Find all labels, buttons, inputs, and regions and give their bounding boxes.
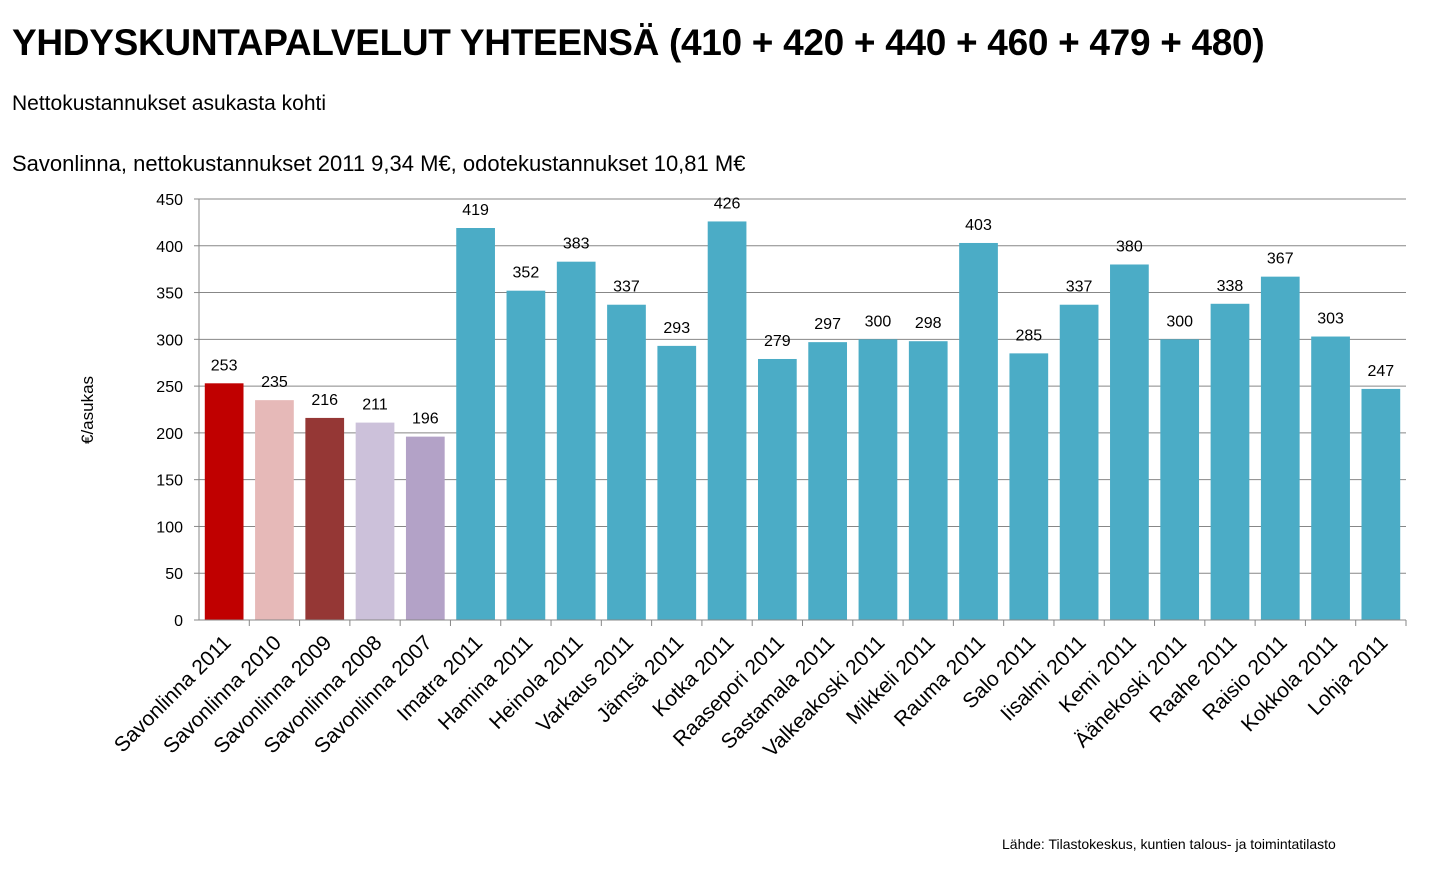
bar [1009, 353, 1049, 620]
y-tick-label: 300 [156, 332, 183, 349]
bar [1059, 304, 1099, 620]
bar [908, 341, 948, 620]
y-tick-label: 250 [156, 379, 183, 396]
chart-subtitle: Nettokustannukset asukasta kohti [12, 92, 327, 115]
data-label: 297 [814, 316, 841, 333]
data-label: 426 [714, 195, 741, 212]
y-tick-label: 0 [174, 613, 183, 630]
data-label: 367 [1267, 251, 1294, 268]
data-label: 380 [1116, 238, 1143, 255]
source-note: Lähde: Tilastokeskus, kuntien talous- ja… [1002, 836, 1336, 852]
y-tick-label: 450 [156, 192, 183, 209]
data-label: 293 [663, 320, 690, 337]
bar [1160, 339, 1200, 620]
y-tick-label: 50 [165, 566, 183, 583]
bar [607, 304, 646, 620]
chart-subtitle-costs: Savonlinna, nettokustannukset 2011 9,34 … [12, 151, 746, 176]
data-labels: 253 235 216 211 196 419 352 383 337 293 426 279 297 3… [211, 195, 1395, 427]
data-label: 298 [915, 315, 942, 332]
bar [255, 400, 294, 620]
data-label: 285 [1015, 327, 1042, 344]
y-tick-labels: 0 50 100 150 200 250 300 350 400 450 [156, 192, 183, 630]
bar [657, 345, 697, 620]
data-label: 419 [462, 202, 489, 219]
bar [1311, 336, 1350, 620]
data-label: 216 [311, 392, 338, 409]
bar [506, 290, 546, 620]
data-label: 196 [412, 411, 439, 428]
bars [204, 221, 1401, 620]
axes [194, 198, 1407, 626]
data-label: 211 [362, 397, 388, 414]
bar [707, 221, 747, 620]
data-label: 403 [965, 217, 992, 234]
bar [959, 242, 998, 620]
data-label: 235 [261, 374, 288, 391]
bar [556, 261, 596, 620]
data-label: 383 [563, 236, 590, 253]
bar [405, 436, 445, 620]
y-tick-label: 400 [156, 239, 183, 256]
bar [1260, 276, 1300, 620]
bar [808, 342, 848, 620]
data-label: 337 [613, 279, 640, 296]
bar [757, 358, 797, 620]
bar [204, 383, 244, 620]
data-label: 300 [865, 313, 892, 330]
bar [355, 422, 395, 620]
bar [1110, 264, 1149, 620]
gridlines [199, 198, 1406, 574]
bar [1361, 388, 1401, 620]
bar [305, 417, 345, 620]
y-tick-label: 200 [156, 426, 183, 443]
chart-title: YHDYSKUNTAPALVELUT YHTEENSÄ (410 + 420 +… [12, 22, 1265, 63]
y-tick-label: 350 [156, 286, 183, 303]
y-tick-label: 100 [156, 519, 183, 536]
data-label: 247 [1368, 363, 1395, 380]
data-label: 338 [1217, 278, 1244, 295]
data-label: 300 [1166, 313, 1193, 330]
y-tick-label: 150 [156, 473, 183, 490]
data-label: 253 [211, 357, 238, 374]
bar [858, 339, 898, 620]
data-label: 337 [1066, 279, 1093, 296]
data-label: 279 [764, 333, 791, 350]
bar [456, 228, 495, 620]
data-label: 303 [1317, 311, 1344, 328]
y-axis-label: €/asukas [78, 376, 97, 444]
bar [1210, 303, 1250, 620]
data-label: 352 [513, 265, 540, 282]
